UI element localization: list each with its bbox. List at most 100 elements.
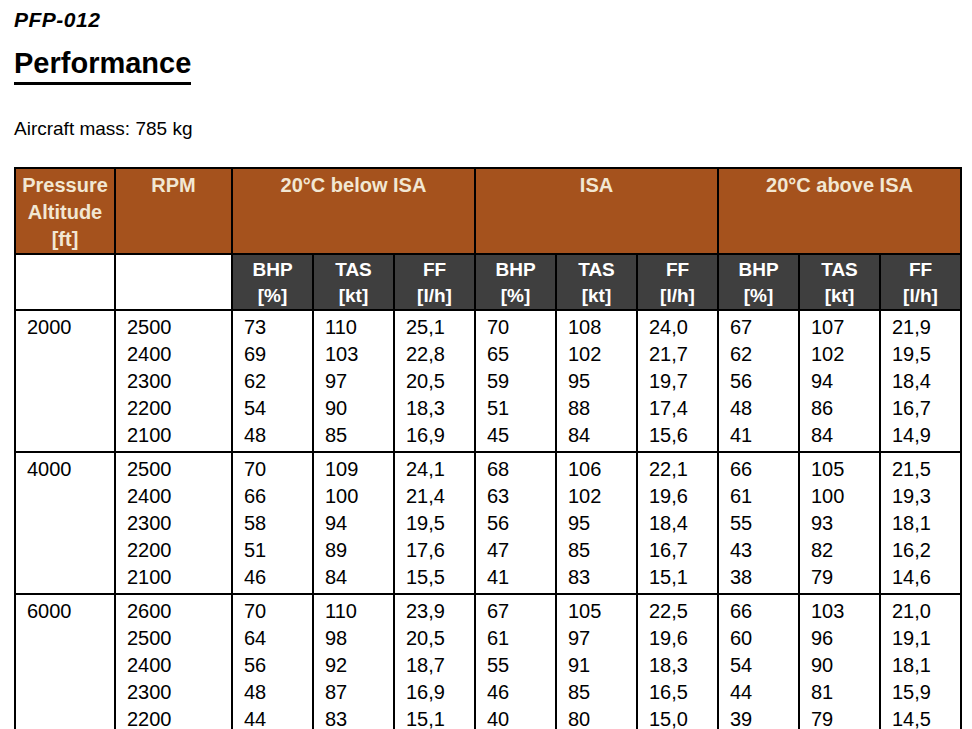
cell-value: 2500 [127, 625, 231, 652]
cell-value: 16,9 [406, 679, 474, 706]
cell-value: 63 [487, 483, 555, 510]
cell-value: 6000 [27, 598, 114, 625]
cell-value: 93 [811, 510, 879, 537]
cell-value: 96 [811, 625, 879, 652]
above-isa-tas-kt-cell: 10396908179 [799, 594, 880, 729]
cell-value: 61 [730, 483, 798, 510]
cell-value: 18,4 [649, 510, 717, 537]
subheader-below-isa-tas: TAS [kt] [313, 254, 394, 310]
cell-value: 16,7 [892, 395, 960, 422]
cell-value: 14,6 [892, 564, 960, 591]
cell-value: 110 [325, 314, 393, 341]
cell-value: 66 [730, 456, 798, 483]
cell-value: 66 [244, 483, 312, 510]
cell-value: 16,9 [406, 422, 474, 449]
cell-value: 67 [487, 598, 555, 625]
isa-tas-kt-cell: 106102958583 [556, 452, 637, 594]
cell-value: 66 [730, 598, 798, 625]
subheader-above-isa-bhp: BHP [%] [718, 254, 799, 310]
cell-value: 48 [730, 395, 798, 422]
cell-value: 38 [730, 564, 798, 591]
cell-value: 15,6 [649, 422, 717, 449]
cell-value: 24,1 [406, 456, 474, 483]
cell-value: 100 [811, 483, 879, 510]
cell-value: 51 [487, 395, 555, 422]
isa-ff-lh-cell: 22,119,618,416,715,1 [637, 452, 718, 594]
table-body: 2000250024002300220021007369625448110103… [15, 310, 961, 729]
cell-value: 25,1 [406, 314, 474, 341]
cell-value: 24,0 [649, 314, 717, 341]
cell-value: 22,5 [649, 598, 717, 625]
cell-value: 103 [811, 598, 879, 625]
cell-value: 46 [244, 564, 312, 591]
cell-value: 16,5 [649, 679, 717, 706]
header-group-below-isa: 20°C below ISA [232, 168, 475, 254]
cell-value: 109 [325, 456, 393, 483]
isa-bhp-pct-cell: 6761554640 [475, 594, 556, 729]
above-isa-bhp-pct-cell: 6661554338 [718, 452, 799, 594]
cell-value: 19,5 [406, 510, 474, 537]
below-isa-ff-lh-cell: 24,121,419,517,615,5 [394, 452, 475, 594]
cell-value: 54 [730, 652, 798, 679]
subheader-above-isa-ff: FF [l/h] [880, 254, 961, 310]
cell-value: 82 [811, 537, 879, 564]
below-isa-bhp-pct-cell: 7066585146 [232, 452, 313, 594]
doc-code: PFP-012 [14, 8, 972, 32]
cell-value: 19,1 [892, 625, 960, 652]
rpm-cell: 26002500240023002200 [115, 594, 232, 729]
cell-value: 16,7 [649, 537, 717, 564]
cell-value: 21,7 [649, 341, 717, 368]
cell-value: 16,2 [892, 537, 960, 564]
cell-value: 44 [730, 679, 798, 706]
cell-value: 97 [568, 625, 636, 652]
cell-value: 86 [811, 395, 879, 422]
subheader-isa-ff: FF [l/h] [637, 254, 718, 310]
cell-value: 91 [568, 652, 636, 679]
cell-value: 92 [325, 652, 393, 679]
cell-value: 2100 [127, 422, 231, 449]
aircraft-mass-note: Aircraft mass: 785 kg [14, 118, 972, 140]
isa-ff-lh-cell: 24,021,719,717,415,6 [637, 310, 718, 452]
cell-value: 89 [325, 537, 393, 564]
performance-table: Pressure Altitude [ft] RPM 20°C below IS… [14, 167, 962, 729]
cell-value: 106 [568, 456, 636, 483]
cell-value: 4000 [27, 456, 114, 483]
below-isa-tas-kt-cell: 109100948984 [313, 452, 394, 594]
cell-value: 40 [487, 706, 555, 729]
cell-value: 2200 [127, 395, 231, 422]
cell-value: 19,5 [892, 341, 960, 368]
cell-value: 85 [568, 537, 636, 564]
cell-value: 85 [325, 422, 393, 449]
cell-value: 47 [487, 537, 555, 564]
cell-value: 102 [568, 341, 636, 368]
below-isa-tas-kt-cell: 110103979085 [313, 310, 394, 452]
cell-value: 62 [730, 341, 798, 368]
cell-value: 18,1 [892, 652, 960, 679]
cell-value: 105 [568, 598, 636, 625]
cell-value: 19,6 [649, 483, 717, 510]
cell-value: 2500 [127, 456, 231, 483]
subheader-below-isa-bhp: BHP [%] [232, 254, 313, 310]
cell-value: 41 [730, 422, 798, 449]
header-group-above-isa: 20°C above ISA [718, 168, 961, 254]
cell-value: 70 [244, 456, 312, 483]
cell-value: 56 [730, 368, 798, 395]
isa-ff-lh-cell: 22,519,618,316,515,0 [637, 594, 718, 729]
below-isa-ff-lh-cell: 25,122,820,518,316,9 [394, 310, 475, 452]
cell-value: 97 [325, 368, 393, 395]
cell-value: 61 [487, 625, 555, 652]
cell-value: 18,4 [892, 368, 960, 395]
isa-bhp-pct-cell: 7065595145 [475, 310, 556, 452]
cell-value: 90 [325, 395, 393, 422]
isa-tas-kt-cell: 10597918580 [556, 594, 637, 729]
cell-value: 15,1 [649, 564, 717, 591]
cell-value: 20,5 [406, 625, 474, 652]
below-isa-ff-lh-cell: 23,920,518,716,915,1 [394, 594, 475, 729]
cell-value: 69 [244, 341, 312, 368]
isa-bhp-pct-cell: 6863564741 [475, 452, 556, 594]
cell-value: 65 [487, 341, 555, 368]
cell-value: 2400 [127, 652, 231, 679]
cell-value: 85 [568, 679, 636, 706]
cell-value: 102 [811, 341, 879, 368]
cell-value: 19,7 [649, 368, 717, 395]
